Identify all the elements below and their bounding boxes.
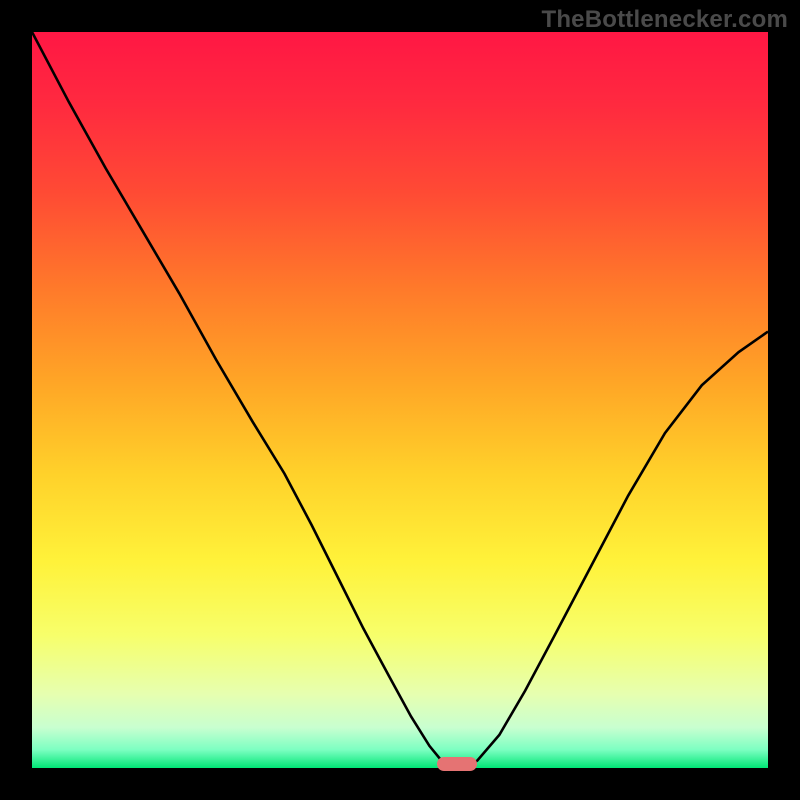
attribution-text: TheBottlenecker.com <box>541 6 788 34</box>
chart-frame: TheBottlenecker.com <box>0 0 800 800</box>
curve-svg <box>32 32 768 768</box>
min-marker-pill <box>437 757 477 771</box>
plot-area <box>32 32 768 768</box>
bottleneck-curve <box>32 32 768 768</box>
